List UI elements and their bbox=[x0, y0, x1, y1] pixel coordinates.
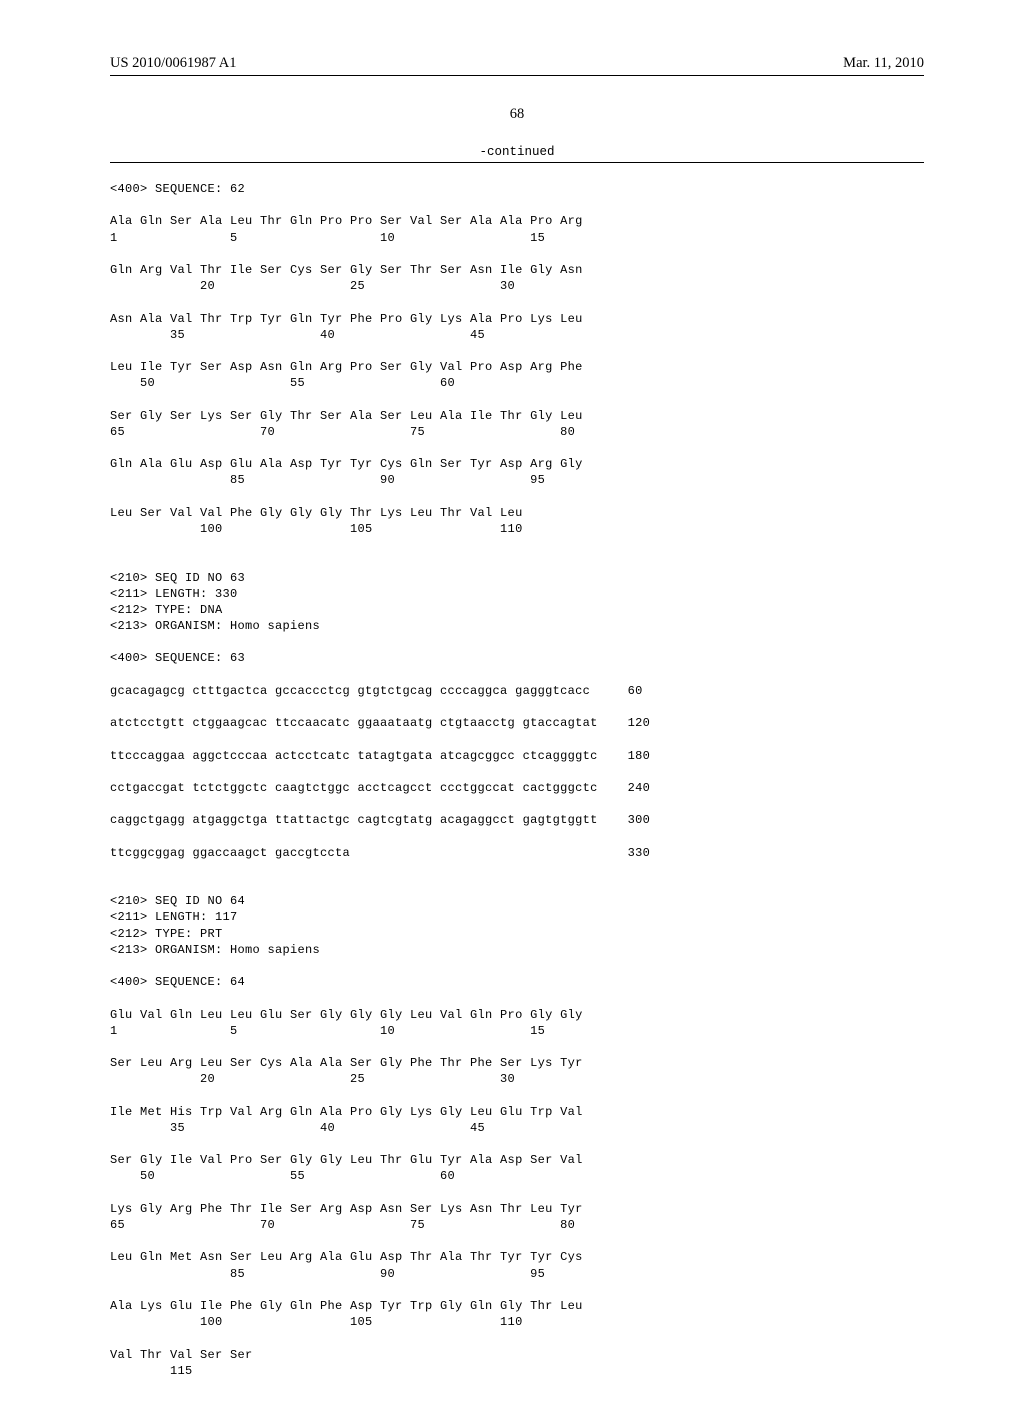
continued-label: -continued bbox=[110, 145, 924, 159]
page-number: 68 bbox=[110, 106, 924, 123]
publication-id: US 2010/0061987 A1 bbox=[110, 55, 237, 72]
publication-date: Mar. 11, 2010 bbox=[843, 55, 924, 72]
header-rule bbox=[110, 75, 924, 76]
sequence-listing: <400> SEQUENCE: 62 Ala Gln Ser Ala Leu T… bbox=[110, 181, 924, 1379]
page-header: US 2010/0061987 A1 Mar. 11, 2010 bbox=[110, 55, 924, 72]
patent-page: US 2010/0061987 A1 Mar. 11, 2010 68 -con… bbox=[0, 0, 1024, 1419]
sequence-top-rule bbox=[110, 162, 924, 163]
